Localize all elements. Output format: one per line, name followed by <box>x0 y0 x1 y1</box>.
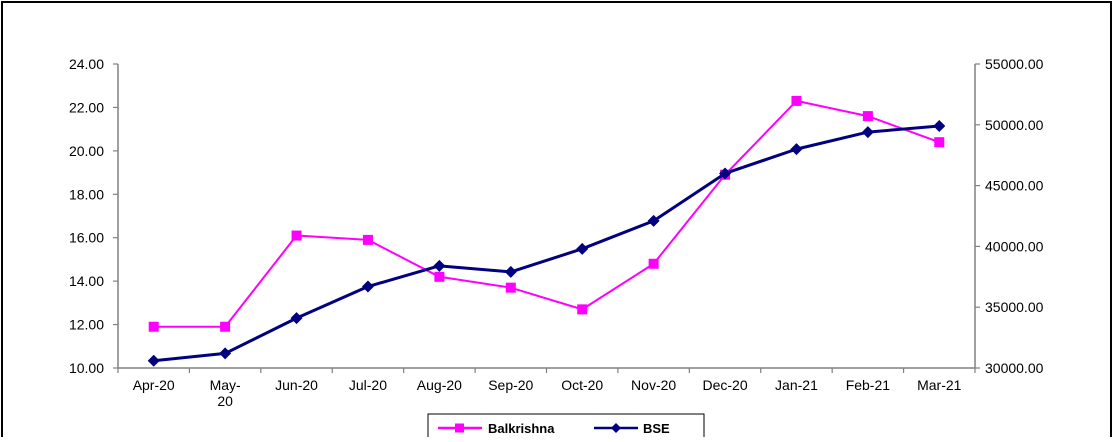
x-tick-label: Mar-21 <box>917 377 962 393</box>
data-point-bse <box>933 120 946 133</box>
x-tick-label: Sep-20 <box>488 377 533 393</box>
data-point-bse <box>147 354 160 367</box>
data-point-bse <box>219 347 232 360</box>
x-tick-label: Jan-21 <box>775 377 818 393</box>
right-tick-label: 55000.00 <box>985 56 1044 72</box>
data-point-balkrishna <box>648 258 659 269</box>
legend-marker-bse <box>611 423 621 433</box>
data-point-bse <box>576 242 589 255</box>
data-point-balkrishna <box>505 282 516 293</box>
data-point-balkrishna <box>934 137 945 148</box>
data-point-bse <box>290 312 303 325</box>
data-point-bse <box>719 167 732 180</box>
right-tick-label: 35000.00 <box>985 299 1044 315</box>
x-tick-label: 20 <box>217 393 233 409</box>
left-tick-label: 24.00 <box>69 56 104 72</box>
legend-label-bse: BSE <box>643 421 670 436</box>
right-tick-label: 40000.00 <box>985 238 1044 254</box>
data-point-balkrishna <box>862 111 873 122</box>
x-tick-label: Dec-20 <box>702 377 747 393</box>
legend-label-balkrishna: Balkrishna <box>488 421 555 436</box>
right-tick-label: 30000.00 <box>985 360 1044 376</box>
series-line-balkrishna <box>153 99 940 328</box>
data-point-bse <box>861 126 874 139</box>
left-tick-label: 20.00 <box>69 143 104 159</box>
x-tick-label: Jun-20 <box>275 377 318 393</box>
right-axis: 30000.00 35000.00 40000.00 45000.00 50000.00… <box>974 56 1044 376</box>
x-tick-label: Apr-20 <box>133 377 175 393</box>
left-tick-label: 22.00 <box>69 99 104 115</box>
x-tick-label: Nov-20 <box>631 377 676 393</box>
data-point-balkrishna <box>362 234 373 245</box>
x-tick-label: Aug-20 <box>417 377 462 393</box>
x-tick-label: Oct-20 <box>561 377 603 393</box>
x-tick-label: Feb-21 <box>846 377 891 393</box>
data-point-balkrishna <box>148 321 159 332</box>
legend-marker-balkrishna <box>455 423 464 433</box>
data-point-balkrishna <box>791 95 802 106</box>
data-point-balkrishna <box>291 230 302 241</box>
x-tick-label: Jul-20 <box>349 377 387 393</box>
data-point-bse <box>433 259 446 272</box>
left-tick-label: 14.00 <box>69 273 104 289</box>
series-line-bse <box>153 124 940 363</box>
data-point-balkrishna <box>220 321 231 332</box>
left-tick-label: 12.00 <box>69 317 104 333</box>
data-point-bse <box>361 280 374 293</box>
x-tick-label: May- <box>210 377 241 393</box>
left-tick-label: 10.00 <box>69 360 104 376</box>
x-axis: Apr-20 May-20 Jun-20 Jul-20 Aug-20 Sep-20 Oct-… <box>117 367 976 409</box>
data-point-balkrishna <box>434 271 445 282</box>
legend: Balkrishna BSE <box>427 413 705 442</box>
left-tick-label: 18.00 <box>69 186 104 202</box>
data-point-balkrishna <box>577 304 588 315</box>
data-point-bse <box>790 143 803 156</box>
left-axis: 10.00 12.00 14.00 16.00 18.00 20.00 22.00 24.00 <box>69 56 119 376</box>
data-point-bse <box>647 214 660 227</box>
right-tick-label: 45000.00 <box>985 178 1044 194</box>
data-point-bse <box>504 265 517 278</box>
right-tick-label: 50000.00 <box>985 117 1044 133</box>
series-layer <box>147 95 946 367</box>
left-tick-label: 16.00 <box>69 230 104 246</box>
